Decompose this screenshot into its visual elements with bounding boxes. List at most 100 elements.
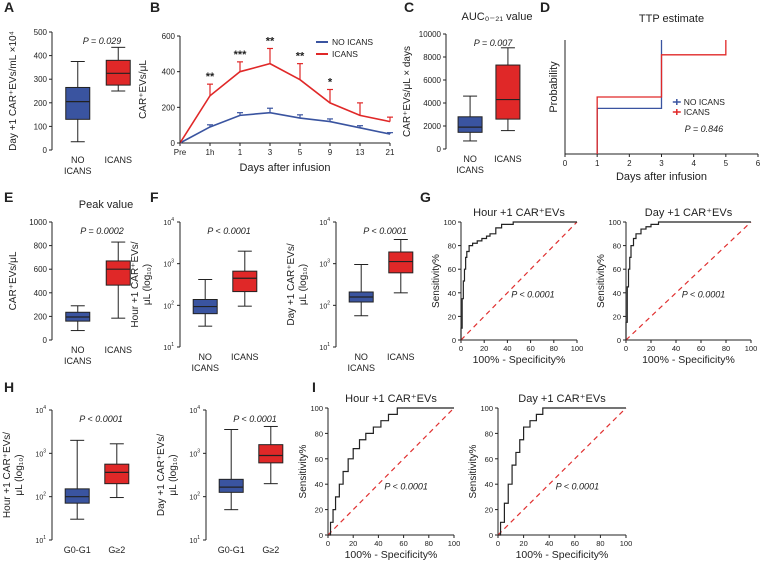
x-tick-label: 13 bbox=[356, 148, 365, 157]
y-axis-label: Sensitivity% bbox=[596, 254, 607, 308]
panel-label: H bbox=[4, 379, 14, 395]
tick-exp: 4 bbox=[171, 217, 174, 223]
x-tick-label: 100 bbox=[571, 344, 584, 353]
panel-label: A bbox=[4, 0, 14, 15]
x-tick-label: 0 bbox=[459, 344, 463, 353]
y-tick-label: 101 bbox=[35, 535, 46, 545]
reference-line bbox=[327, 407, 455, 536]
box-body bbox=[457, 116, 483, 133]
category-label: G≥2 bbox=[262, 545, 279, 555]
p-value: P < 0.0001 bbox=[511, 290, 554, 300]
x-axis-label: Days after infusion bbox=[239, 162, 330, 174]
category-label: ICANS bbox=[494, 154, 522, 164]
y-tick-label: 2000 bbox=[423, 122, 441, 131]
x-tick-label: 80 bbox=[596, 539, 604, 548]
x-tick-label: 1 bbox=[595, 159, 600, 168]
box-1: ICANS bbox=[104, 46, 132, 165]
p-value: P = 0.007 bbox=[474, 38, 513, 48]
x-axis-label: 100% - Specificity% bbox=[516, 549, 609, 561]
p-value: P < 0.0001 bbox=[207, 226, 250, 236]
x-tick-label: 60 bbox=[526, 344, 534, 353]
y-tick-label: 101 bbox=[189, 535, 200, 545]
p-value: P = 0.029 bbox=[83, 36, 121, 46]
x-tick-label: 100 bbox=[620, 539, 633, 548]
tick-exp: 1 bbox=[327, 342, 330, 348]
series-0 bbox=[179, 107, 393, 144]
x-tick-label: 80 bbox=[722, 344, 730, 353]
y-tick-label: 40 bbox=[613, 289, 621, 298]
y-tick-label: 400 bbox=[34, 52, 48, 61]
reference-line bbox=[497, 407, 627, 536]
chart-title: Day +1 CAR⁺EVs bbox=[518, 393, 606, 405]
significance-mark: *** bbox=[234, 49, 248, 61]
y-tick-label: 101 bbox=[163, 342, 174, 352]
x-tick-label: 100 bbox=[745, 344, 758, 353]
y-tick-label: 6000 bbox=[423, 76, 441, 85]
step-chart-D: 0 1 2 3 4 5 6 TTP estimate Probability Days after… bbox=[548, 13, 761, 183]
y-tick-label: 0 bbox=[319, 531, 323, 540]
y-tick-label: 8000 bbox=[423, 53, 441, 62]
step-series bbox=[596, 40, 727, 154]
box-0: G0-G1 bbox=[218, 429, 245, 555]
x-tick-label: 1h bbox=[206, 148, 215, 157]
x-tick-label: 40 bbox=[503, 344, 511, 353]
y-tick-label: 100 bbox=[480, 404, 493, 413]
category-line: NO bbox=[463, 154, 477, 164]
y-tick-label: 0 bbox=[617, 336, 621, 345]
category-line: ICANS bbox=[347, 363, 375, 373]
category-line: NO bbox=[71, 155, 85, 165]
tick-exp: 1 bbox=[171, 342, 174, 348]
y-tick-label: 20 bbox=[613, 312, 621, 321]
category-label: NO ICANS bbox=[456, 154, 484, 175]
y-tick-label: 400 bbox=[162, 68, 176, 77]
y-axis-label: CAR⁺EVs/μL × days bbox=[402, 46, 413, 137]
significance-mark: ** bbox=[296, 51, 305, 63]
box-body bbox=[104, 463, 130, 485]
boxplot-A: Day +1 CAR⁺EVs/mL ×10⁴ P = 0.029 NO ICANS IC… bbox=[8, 31, 132, 176]
box-body bbox=[218, 478, 244, 493]
chart-title: AUC₀₋₂₁ value bbox=[462, 11, 533, 23]
category-line: ICANS bbox=[456, 165, 484, 175]
y-tick-label: 60 bbox=[448, 265, 456, 274]
box-1: ICANS bbox=[494, 47, 522, 164]
x-axis-label: 100% - Specificity% bbox=[345, 549, 438, 561]
y-axis-label: CAR⁺EVs/μL bbox=[8, 251, 19, 310]
legend-label: ICANS bbox=[684, 107, 710, 117]
category-label: NO ICANS bbox=[191, 352, 219, 373]
series-line bbox=[179, 111, 391, 144]
box-0: NO ICANS bbox=[64, 305, 92, 366]
y-tick-label: 102 bbox=[319, 300, 330, 310]
y-tick-label: 80 bbox=[613, 242, 621, 251]
y-tick-label: 0 bbox=[43, 336, 48, 345]
x-tick-label: 6 bbox=[756, 159, 761, 168]
tick-exp: 4 bbox=[43, 405, 46, 411]
tick-exp: 2 bbox=[171, 300, 174, 306]
box-0: NO ICANS bbox=[64, 61, 92, 176]
y-tick-label: 800 bbox=[34, 242, 48, 251]
x-tick-label: 0 bbox=[326, 539, 330, 548]
y-axis: 0 200 400 600 800 1000 bbox=[29, 218, 53, 345]
box-body bbox=[495, 64, 521, 120]
box-0: NO ICANS bbox=[347, 264, 375, 373]
box-1: ICANS bbox=[231, 250, 259, 362]
category-line: ICANS bbox=[191, 363, 219, 373]
category-line: NO bbox=[71, 345, 85, 355]
y-tick-label: 0 bbox=[489, 531, 493, 540]
y-axis-label: Day +1 CAR⁺EVs/ bbox=[286, 243, 297, 325]
x-tick-label: 0 bbox=[496, 539, 500, 548]
reference-line bbox=[625, 221, 752, 341]
chart-title: TTP estimate bbox=[639, 13, 704, 25]
roc-curve bbox=[460, 221, 577, 340]
boxplot-H1: Hour +1 CAR⁺EVs/μL (log₁₀) P < 0.0001 G0-G… bbox=[2, 414, 130, 555]
y-axis-label: Day +1 CAR⁺EVs/mL ×10⁴ bbox=[8, 31, 19, 151]
x-axis-label: 100% - Specificity% bbox=[642, 354, 735, 366]
box-body bbox=[64, 488, 90, 504]
y-axis: 101 102 103 104 bbox=[163, 217, 181, 352]
box-1: ICANS bbox=[104, 241, 132, 355]
x-tick-label: 0 bbox=[624, 344, 628, 353]
panel-label: B bbox=[150, 0, 160, 15]
